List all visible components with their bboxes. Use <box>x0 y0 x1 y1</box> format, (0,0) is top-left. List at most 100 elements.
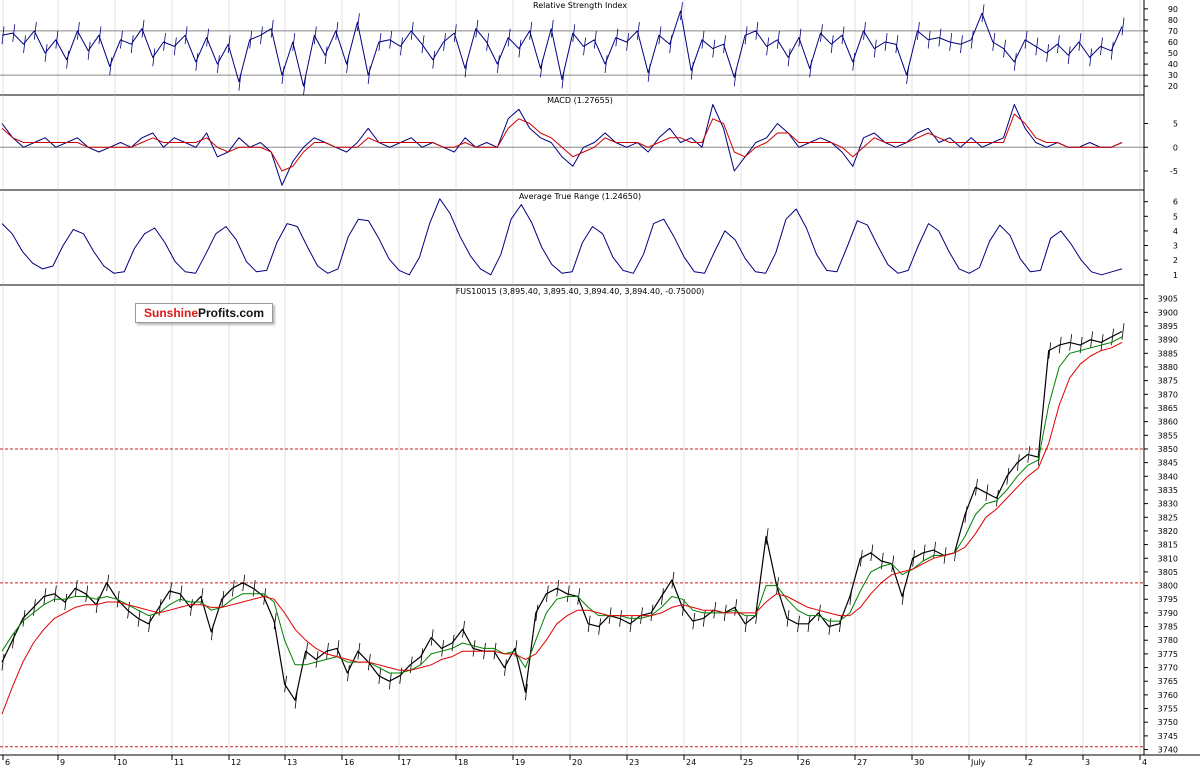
data-mark <box>985 484 989 501</box>
data-mark <box>906 66 910 84</box>
y-tick-label: 3795 <box>1158 595 1178 604</box>
data-mark <box>1100 334 1104 351</box>
x-tick-label: 12 <box>231 758 241 767</box>
data-mark <box>336 640 340 657</box>
data-mark <box>561 70 565 89</box>
y-tick-label: 1 <box>1173 271 1178 280</box>
data-mark <box>884 33 888 51</box>
y-tick-label: 80 <box>1168 16 1178 25</box>
data-mark <box>938 28 942 47</box>
data-mark <box>462 621 465 638</box>
data-mark <box>658 26 662 45</box>
y-tick-label: 0 <box>1173 143 1178 152</box>
y-tick-label: 70 <box>1168 27 1178 36</box>
series-line <box>1 341 1123 715</box>
data-mark <box>1006 468 1010 485</box>
data-mark <box>184 26 188 45</box>
data-mark <box>504 659 507 676</box>
data-mark <box>1016 454 1020 471</box>
data-mark <box>347 664 350 682</box>
y-tick-label: 3805 <box>1158 568 1178 577</box>
series-line <box>1 104 1123 186</box>
y-tick-label: 90 <box>1168 5 1178 14</box>
x-tick-label: 19 <box>515 758 525 767</box>
data-mark <box>443 33 446 51</box>
data-mark <box>22 610 26 627</box>
y-tick-label: 3860 <box>1158 418 1178 427</box>
data-mark <box>242 574 246 592</box>
data-mark <box>681 599 685 616</box>
y-tick-label: 3850 <box>1158 445 1178 454</box>
data-mark <box>1013 52 1017 71</box>
x-tick-label: 6 <box>5 758 10 767</box>
data-mark <box>210 623 214 641</box>
y-tick-label: 5 <box>1173 120 1178 129</box>
data-mark <box>870 544 874 562</box>
data-mark <box>221 590 225 608</box>
data-mark <box>249 30 253 49</box>
data-mark <box>798 28 802 47</box>
series-line <box>1 113 1123 172</box>
data-mark <box>820 24 823 43</box>
data-mark <box>797 615 800 633</box>
data-mark <box>305 642 308 660</box>
data-mark <box>912 550 916 567</box>
data-mark <box>1056 35 1060 54</box>
data-mark <box>692 612 696 630</box>
y-tick-label: 3755 <box>1158 705 1178 714</box>
data-mark <box>400 37 403 56</box>
y-tick-label: 30 <box>1168 71 1178 80</box>
data-mark <box>1069 334 1073 351</box>
data-mark <box>420 648 424 665</box>
data-mark <box>23 35 26 54</box>
y-tick-label: 3830 <box>1158 500 1178 509</box>
data-mark <box>807 615 811 633</box>
data-mark <box>85 585 89 603</box>
x-tick-label: July <box>970 758 986 767</box>
y-tick-label: 3820 <box>1158 527 1178 536</box>
data-mark <box>44 44 48 62</box>
y-tick-label: 3905 <box>1158 295 1178 304</box>
y-tick-label: 6 <box>1173 198 1178 207</box>
data-mark <box>55 30 59 49</box>
data-mark <box>818 604 821 622</box>
data-mark <box>206 28 210 47</box>
data-mark <box>292 33 296 51</box>
data-mark <box>776 577 779 594</box>
data-mark <box>583 37 586 56</box>
data-mark <box>1048 342 1052 359</box>
y-tick-label: 4 <box>1173 227 1178 236</box>
data-mark <box>545 585 549 603</box>
data-mark <box>863 22 866 40</box>
data-mark <box>335 22 339 40</box>
y-tick-label: 3855 <box>1158 431 1178 440</box>
data-mark <box>895 35 899 54</box>
data-mark <box>981 4 985 23</box>
data-mark <box>12 631 15 649</box>
data-mark <box>593 30 597 49</box>
data-mark <box>992 33 996 51</box>
data-mark <box>916 22 920 40</box>
data-mark <box>98 26 102 45</box>
data-mark <box>430 629 434 646</box>
sunshine-profits-logo: Sunshine Profits.com <box>135 303 273 323</box>
x-tick-label: 25 <box>743 758 753 767</box>
data-mark <box>1 26 5 45</box>
x-tick-label: 9 <box>60 758 65 767</box>
data-mark <box>535 604 539 622</box>
data-mark <box>152 48 156 67</box>
x-tick-label: 17 <box>401 758 411 767</box>
data-mark <box>357 642 361 660</box>
data-mark <box>809 59 813 78</box>
panel-title: Average True Range (1.24650) <box>519 192 641 201</box>
x-tick-label: 3 <box>1085 758 1090 767</box>
data-mark <box>281 66 285 84</box>
data-mark <box>927 30 931 49</box>
x-tick-label: 27 <box>857 758 867 767</box>
data-mark <box>995 489 999 507</box>
data-mark <box>1027 446 1031 463</box>
data-mark <box>891 555 895 572</box>
data-mark <box>472 640 476 657</box>
data-mark <box>1046 44 1050 62</box>
